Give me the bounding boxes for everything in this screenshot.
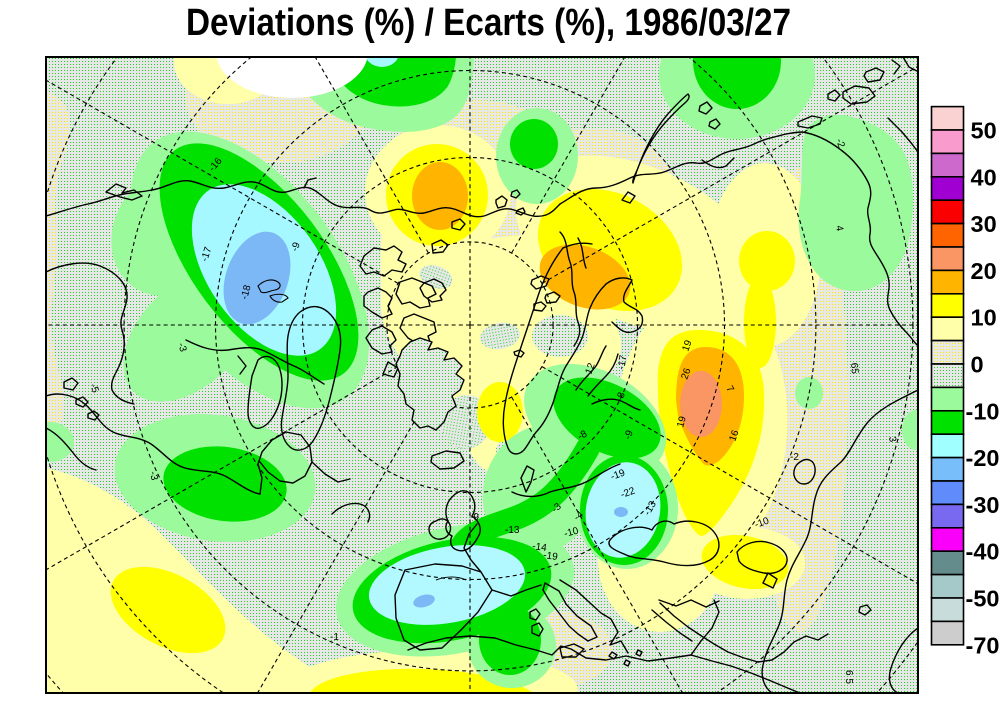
- svg-text:30: 30: [971, 211, 997, 237]
- svg-text:-30: -30: [966, 492, 1000, 518]
- svg-text:10: 10: [971, 305, 997, 331]
- svg-text:-17: -17: [616, 354, 629, 371]
- svg-text:-1: -1: [330, 632, 339, 643]
- svg-text:40: 40: [971, 164, 997, 190]
- svg-text:26: 26: [679, 366, 693, 381]
- svg-text:-3: -3: [175, 342, 188, 354]
- svg-text:-10: -10: [563, 525, 580, 539]
- svg-text:-14: -14: [532, 541, 548, 554]
- svg-text:50: 50: [971, 118, 997, 144]
- svg-text:19: 19: [675, 415, 689, 429]
- svg-text:7: 7: [723, 384, 736, 395]
- svg-text:-20: -20: [966, 445, 1000, 471]
- svg-text:-18: -18: [239, 284, 253, 301]
- svg-text:Deviations (%) / Ecarts (%), 1: Deviations (%) / Ecarts (%), 1986/03/27: [186, 2, 791, 44]
- svg-text:-3: -3: [147, 471, 159, 482]
- svg-text:-5: -5: [87, 382, 101, 395]
- svg-text:6 5: 6 5: [843, 670, 854, 684]
- svg-text:16: 16: [727, 428, 741, 443]
- svg-text:-10: -10: [753, 515, 771, 530]
- svg-text:-13: -13: [505, 525, 520, 536]
- svg-text:-12: -12: [582, 361, 597, 379]
- svg-text:-8: -8: [614, 390, 628, 403]
- svg-text:19: 19: [680, 338, 694, 353]
- svg-text:-10: -10: [966, 398, 1000, 424]
- svg-text:3: 3: [886, 436, 898, 444]
- svg-text:65: 65: [848, 362, 860, 374]
- svg-text:-19: -19: [543, 550, 559, 563]
- svg-text:0: 0: [971, 352, 984, 378]
- svg-text:-40: -40: [966, 539, 1000, 565]
- svg-text:-9: -9: [289, 240, 303, 253]
- svg-text:-17: -17: [199, 245, 214, 263]
- svg-text:-19: -19: [609, 467, 627, 482]
- svg-text:-9: -9: [622, 428, 636, 441]
- svg-text:4: 4: [833, 225, 845, 233]
- svg-text:-9: -9: [470, 512, 479, 523]
- svg-text:-2: -2: [790, 452, 799, 463]
- svg-text:-2: -2: [833, 137, 847, 150]
- svg-text:-70: -70: [966, 632, 1000, 658]
- svg-text:-50: -50: [966, 586, 1000, 612]
- svg-text:20: 20: [971, 258, 997, 284]
- svg-text:-22: -22: [619, 485, 637, 500]
